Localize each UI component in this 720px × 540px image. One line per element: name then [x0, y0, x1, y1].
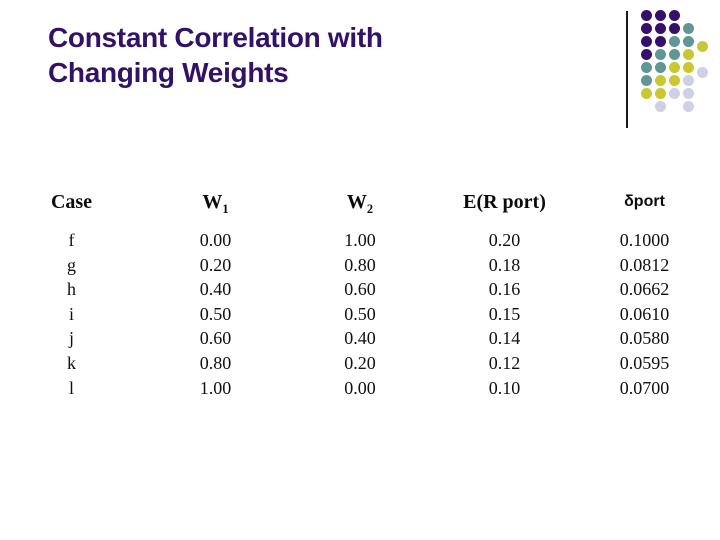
purple-dot-icon — [654, 35, 666, 47]
table-cell: f — [68, 230, 75, 250]
table-cell: 0.12 — [488, 352, 521, 373]
table-cell: 0.60 — [344, 279, 376, 300]
lavender-dot-icon — [682, 74, 694, 86]
table-cell: j — [68, 328, 74, 349]
table-cell: 1.00 — [344, 230, 376, 250]
lavender-dot-icon — [682, 87, 694, 99]
purple-dot-icon — [640, 35, 652, 47]
yellow-dot-icon — [654, 87, 666, 99]
table-cell: 0.00 — [344, 377, 376, 398]
table-row: h 0.40 0.60 0.16 0.0662 — [0, 277, 712, 302]
column-header: W1 — [202, 191, 229, 216]
table-row: i 0.50 0.50 0.15 0.0610 — [0, 302, 712, 327]
purple-dot-icon — [640, 48, 652, 60]
table-cell: 0.50 — [344, 303, 376, 324]
table-row: g 0.20 0.80 0.18 0.0812 — [0, 253, 712, 278]
table-cell: 0.15 — [488, 303, 521, 324]
table-cell: 0.00 — [199, 230, 232, 250]
lavender-dot-icon — [682, 100, 694, 112]
table-cell: l — [68, 377, 74, 398]
table-cell: 0.20 — [344, 352, 376, 373]
table-cell: 0.40 — [344, 328, 376, 349]
table-cell: i — [68, 303, 74, 324]
table-cell: g — [67, 254, 76, 275]
purple-dot-icon — [668, 22, 680, 34]
table-cell: 0.0610 — [619, 303, 670, 324]
table-cell: 0.20 — [199, 254, 232, 275]
teal-dot-icon — [668, 48, 680, 60]
yellow-dot-icon — [640, 87, 652, 99]
table-cell: 0.0662 — [619, 279, 670, 300]
column-header: δport — [624, 193, 665, 210]
table-cell: 1.00 — [199, 377, 232, 398]
data-table: Case W1 W2 E(R port) δport f 0.00 1.00 0.20 0.10… — [0, 188, 712, 400]
teal-dot-icon — [654, 61, 666, 73]
teal-dot-icon — [640, 61, 652, 73]
table-cell: 0.60 — [199, 328, 232, 349]
table-cell: 0.18 — [488, 254, 521, 275]
table-cell: 0.0580 — [619, 328, 670, 349]
teal-dot-icon — [668, 35, 680, 47]
yellow-dot-icon — [696, 40, 708, 52]
table-cell: 0.10 — [488, 377, 521, 398]
purple-dot-icon — [668, 9, 680, 21]
table-cell: 0.0812 — [619, 254, 670, 275]
yellow-dot-icon — [682, 61, 694, 73]
yellow-dot-icon — [682, 48, 694, 60]
column-header: E(R port) — [463, 191, 546, 213]
lavender-dot-icon — [696, 66, 708, 78]
purple-dot-icon — [640, 22, 652, 34]
slide-title-line1: Constant Correlation with — [48, 22, 383, 53]
table-row: j 0.60 0.40 0.14 0.0580 — [0, 326, 712, 351]
table-row: k 0.80 0.20 0.12 0.0595 — [0, 351, 712, 376]
table-cell: 0.20 — [488, 230, 521, 250]
purple-dot-icon — [654, 22, 666, 34]
slide-title: Constant Correlation with Changing Weigh… — [48, 20, 383, 90]
teal-dot-icon — [654, 48, 666, 60]
table-header-row: Case W1 W2 E(R port) δport — [0, 188, 712, 216]
lavender-dot-icon — [654, 100, 666, 112]
teal-dot-icon — [640, 74, 652, 86]
column-header: W2 — [346, 191, 374, 216]
teal-dot-icon — [682, 35, 694, 47]
table-cell: 0.50 — [199, 303, 232, 324]
yellow-dot-icon — [668, 74, 680, 86]
table-cell: k — [67, 352, 76, 373]
table-cell: h — [67, 279, 76, 300]
table-cell: 0.0595 — [619, 352, 670, 373]
yellow-dot-icon — [654, 74, 666, 86]
divider-line — [626, 11, 628, 128]
table-row: l 1.00 0.00 0.10 0.0700 — [0, 376, 712, 401]
table-cell: 0.40 — [199, 279, 232, 300]
table-cell: 0.1000 — [619, 230, 670, 250]
lavender-dot-icon — [668, 87, 680, 99]
table-cell: 0.14 — [488, 328, 521, 349]
table-body: f 0.00 1.00 0.20 0.1000 g 0.20 0.80 0.18 0.0812 h 0… — [0, 228, 712, 400]
table-cell: 0.16 — [488, 279, 521, 300]
table-cell: 0.0700 — [619, 377, 670, 398]
table-cell: 0.80 — [199, 352, 232, 373]
column-header: Case — [50, 191, 93, 213]
yellow-dot-icon — [668, 61, 680, 73]
table-row: f 0.00 1.00 0.20 0.1000 — [0, 228, 712, 253]
slide-title-line2: Changing Weights — [48, 57, 289, 88]
purple-dot-icon — [640, 9, 652, 21]
table-cell: 0.80 — [344, 254, 376, 275]
teal-dot-icon — [682, 22, 694, 34]
purple-dot-icon — [654, 9, 666, 21]
